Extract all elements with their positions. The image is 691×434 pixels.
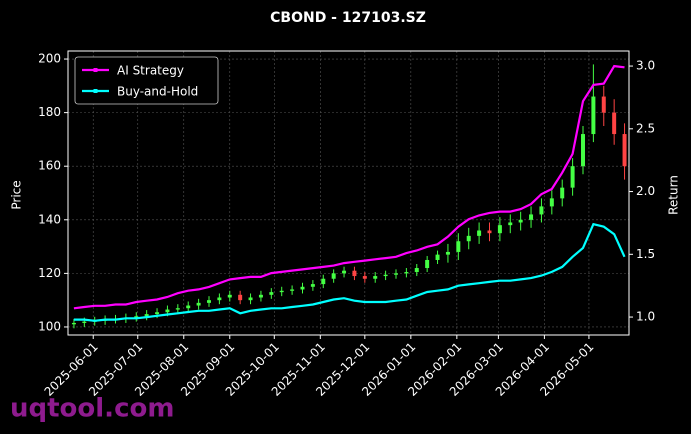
candle-body (352, 270, 357, 277)
candle-body (165, 309, 170, 313)
candle-body (622, 134, 627, 167)
candle-body (373, 276, 378, 279)
legend-label: AI Strategy (117, 64, 184, 78)
candle-body (404, 272, 409, 274)
watermark: uqtool.com (10, 394, 174, 424)
y-axis-label: Price (10, 180, 24, 209)
candle-body (393, 273, 398, 275)
candle-body (155, 312, 160, 315)
candle-body (414, 268, 419, 273)
candle-body (342, 270, 347, 274)
candle-body (580, 134, 585, 167)
candle-body (518, 219, 523, 223)
candle-body (435, 254, 440, 260)
candle-body (477, 230, 482, 236)
y-tick-label: 200 (38, 52, 61, 66)
candle-body (560, 187, 565, 199)
plot-frame (67, 50, 630, 336)
candle-body (539, 206, 544, 215)
candle-body (425, 259, 430, 269)
candle-body (383, 274, 388, 277)
candle-body (258, 294, 263, 298)
plot-area (68, 51, 629, 335)
y-tick-label: 140 (38, 212, 61, 226)
candle-body (144, 314, 149, 317)
candle-body (591, 96, 596, 135)
candle-body (529, 214, 534, 220)
candle-body (206, 300, 211, 303)
legend-marker (93, 68, 98, 72)
candle-body (487, 230, 492, 234)
candle-body (217, 297, 222, 301)
y2-tick-label: 2.5 (636, 121, 655, 135)
candle-body (466, 235, 471, 242)
candle-body (497, 225, 502, 234)
candle-body (248, 297, 253, 301)
y-tick-label: 120 (38, 266, 61, 280)
y2-tick-label: 2.0 (636, 184, 655, 198)
y2-tick-label: 1.0 (636, 310, 655, 324)
legend-box (74, 56, 219, 105)
candle-body (238, 294, 243, 301)
candle-body (445, 251, 450, 255)
candle-body (175, 308, 180, 310)
y2-tick-label: 3.0 (636, 59, 655, 73)
candle-body (612, 112, 617, 135)
y-tick-label: 160 (38, 159, 61, 173)
candle-body (279, 290, 284, 293)
chart-title: CBOND - 127103.SZ (270, 10, 426, 26)
candle-body (82, 321, 87, 323)
candle-body (196, 302, 201, 306)
y2-tick-label: 1.5 (636, 247, 655, 261)
candle-body (601, 96, 606, 113)
line-series (73, 222, 626, 322)
candle-body (290, 289, 295, 291)
candle-body (321, 278, 326, 285)
line-series (73, 64, 625, 310)
candle-body (71, 322, 76, 325)
candle-body (508, 222, 513, 226)
candle-body (362, 276, 367, 279)
legend-marker (93, 89, 98, 93)
y-tick-label: 100 (38, 319, 61, 333)
candle-body (269, 292, 274, 295)
candle-body (310, 284, 315, 287)
y2-axis-label: Return (667, 175, 681, 215)
candle-body (300, 286, 305, 290)
candle-body (570, 166, 575, 188)
legend-label: Buy-and-Hold (117, 85, 198, 99)
candle-body (227, 294, 232, 298)
candle-body (331, 273, 336, 279)
candle-body (456, 241, 461, 252)
candle-body (186, 305, 191, 309)
candle-body (134, 316, 139, 318)
y-tick-label: 180 (38, 105, 61, 119)
candle-body (549, 198, 554, 207)
